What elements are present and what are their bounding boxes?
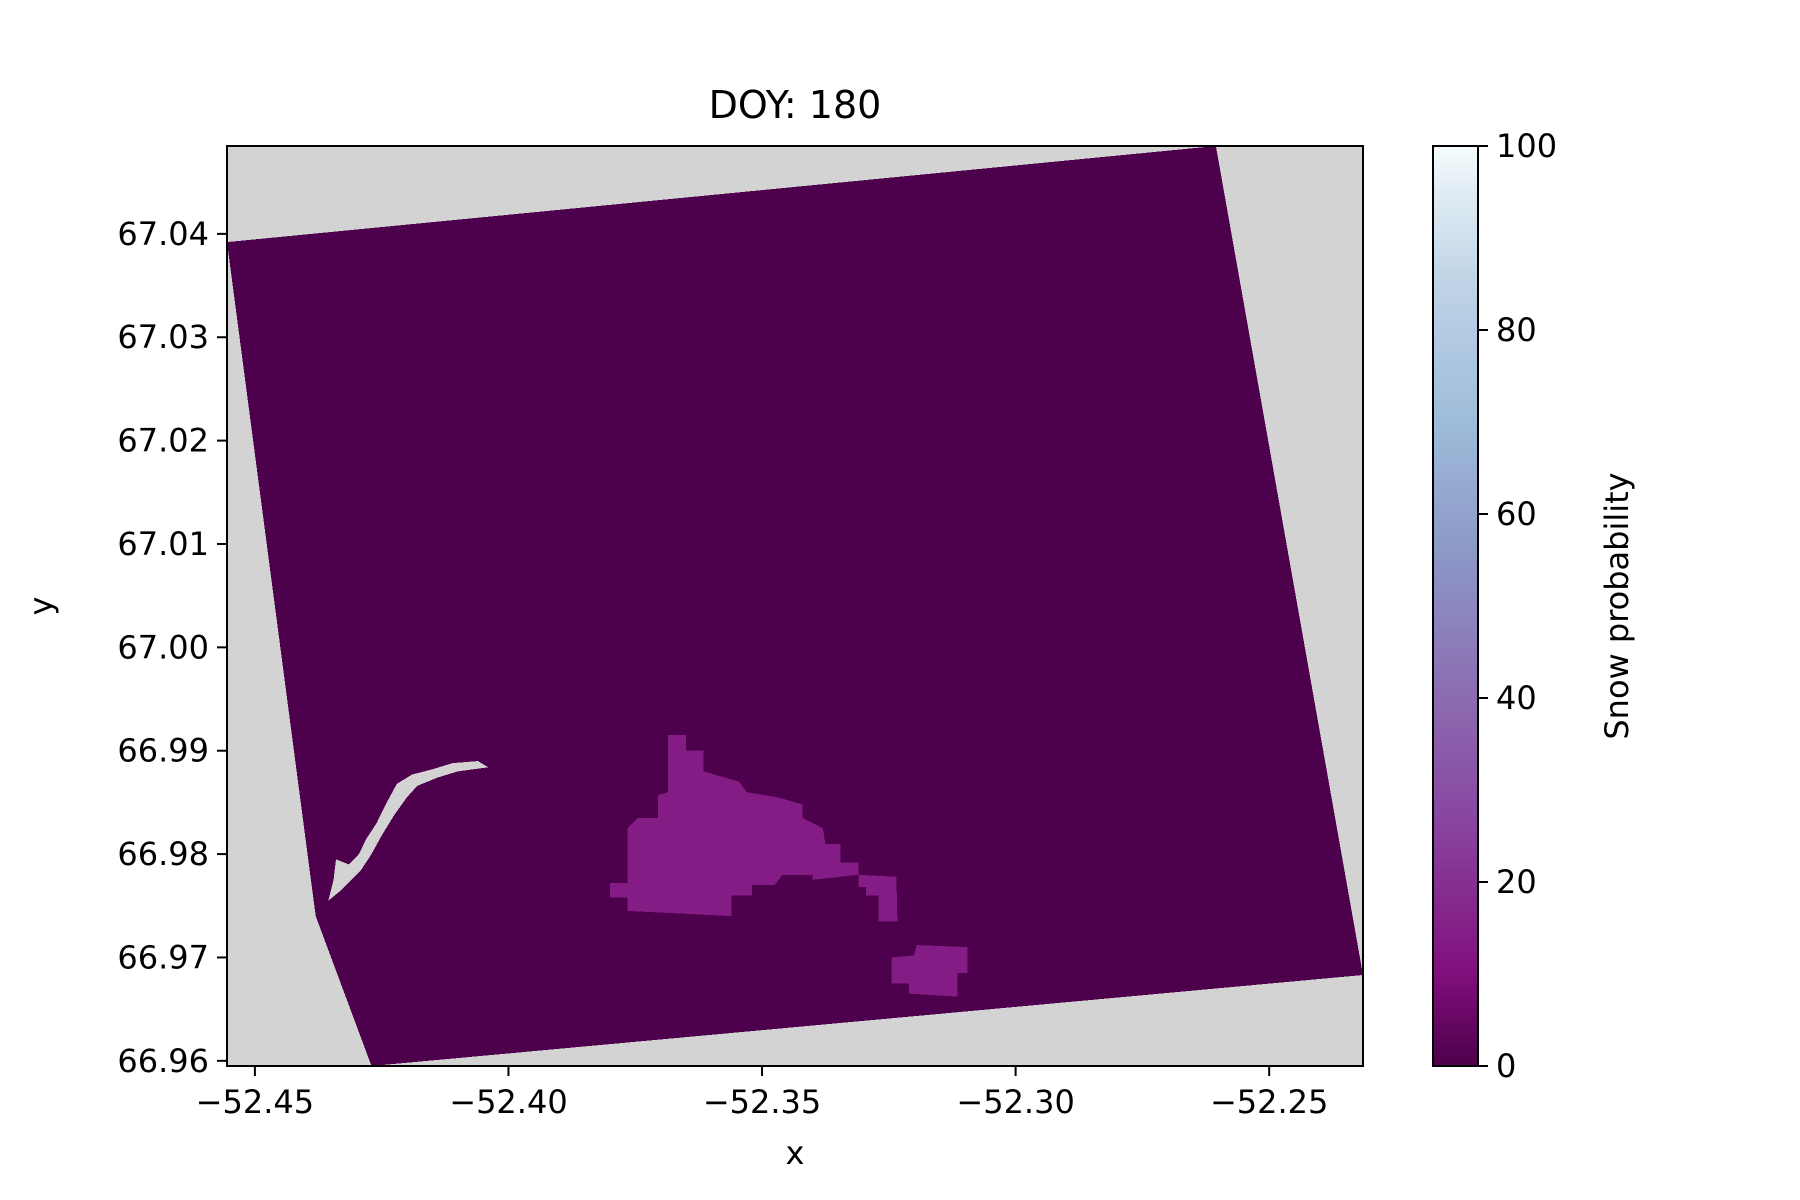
x-axis-ticks: −52.45 −52.40 −52.35 −52.30 −52.25 xyxy=(196,1066,1328,1121)
snow-patch-southeast xyxy=(891,945,968,997)
y-tick-label: 66.99 xyxy=(117,732,209,770)
scene-footprint xyxy=(227,146,1363,1066)
x-tick-label: −52.25 xyxy=(1210,1083,1328,1121)
y-tick-label: 66.96 xyxy=(117,1042,209,1080)
x-axis-label: x xyxy=(786,1134,805,1172)
colorbar-tick-label: 60 xyxy=(1496,495,1537,533)
y-axis-label: y xyxy=(22,597,60,616)
plot-area xyxy=(226,145,1364,1067)
y-tick-label: 67.00 xyxy=(117,628,209,666)
colorbar-label: Snow probability xyxy=(1598,472,1636,739)
colorbar-tick-label: 80 xyxy=(1496,311,1537,349)
y-tick-label: 67.04 xyxy=(117,215,209,253)
raster-regions xyxy=(227,146,1363,1066)
snow-patch-east-small xyxy=(858,874,898,922)
colorbar-tick-label: 40 xyxy=(1496,679,1537,717)
y-tick-label: 66.98 xyxy=(117,835,209,873)
x-tick-label: −52.40 xyxy=(449,1083,567,1121)
x-tick-label: −52.45 xyxy=(196,1083,314,1121)
y-tick-label: 67.03 xyxy=(117,318,209,356)
nodata-coastline xyxy=(328,761,489,901)
colorbar: 0 20 40 60 80 100 Snow probability xyxy=(1432,127,1636,1085)
colorbar-tick-label: 20 xyxy=(1496,863,1537,901)
y-tick-label: 67.01 xyxy=(117,525,209,563)
y-tick-label: 66.97 xyxy=(117,938,209,976)
snow-patch-main xyxy=(609,735,859,917)
chart-title: DOY: 180 xyxy=(709,83,882,127)
x-tick-label: −52.35 xyxy=(703,1083,821,1121)
colorbar-tick-label: 0 xyxy=(1496,1047,1516,1085)
y-axis-ticks: 67.04 67.03 67.02 67.01 67.00 66.99 66.98 66.97… xyxy=(117,215,227,1080)
y-tick-label: 67.02 xyxy=(117,422,209,460)
plot-frame xyxy=(226,145,1364,1067)
x-tick-label: −52.30 xyxy=(956,1083,1074,1121)
colorbar-tick-label: 100 xyxy=(1496,127,1557,165)
colorbar-gradient xyxy=(1432,145,1479,1067)
colorbar-ticks: 0 20 40 60 80 100 xyxy=(1478,127,1557,1085)
